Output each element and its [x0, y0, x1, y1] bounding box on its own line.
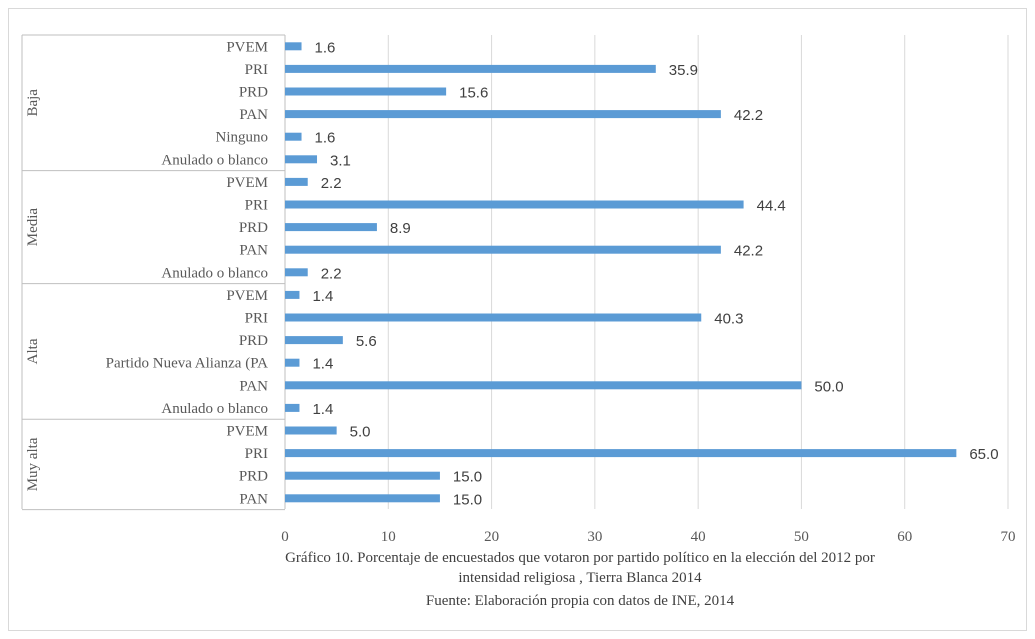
category-label: PRD	[239, 469, 268, 485]
category-label: PVEM	[226, 39, 268, 55]
bar	[285, 132, 302, 141]
category-label: PRI	[245, 446, 268, 462]
category-label: PAN	[239, 107, 268, 123]
category-label: PAN	[239, 378, 268, 394]
bar	[285, 87, 447, 96]
bar	[285, 245, 721, 254]
group-label: Baja	[25, 89, 41, 117]
category-label: PRD	[239, 333, 268, 349]
category-label: PAN	[239, 243, 268, 259]
data-label: 15.0	[453, 469, 482, 486]
category-label: PRI	[245, 62, 268, 78]
bar	[285, 110, 721, 119]
caption-line-3: Fuente: Elaboración propia con datos de …	[425, 593, 735, 609]
group-label: Media	[25, 208, 41, 247]
category-label: PRI	[245, 198, 268, 214]
bar	[285, 223, 377, 232]
data-label: 42.2	[734, 107, 763, 124]
category-label: PVEM	[226, 175, 268, 191]
data-label: 1.6	[315, 39, 336, 56]
x-tick-label: 30	[587, 529, 602, 545]
category-label: Ninguno	[216, 130, 269, 146]
bar	[285, 42, 302, 51]
bar	[285, 358, 300, 367]
category-label: PVEM	[226, 424, 268, 440]
category-label: PRI	[245, 311, 268, 327]
x-tick-label: 50	[794, 529, 809, 545]
category-label: PAN	[239, 491, 268, 507]
bar	[285, 177, 308, 186]
category-label: Anulado o blanco	[161, 152, 268, 168]
category-label: PVEM	[226, 288, 268, 304]
bar	[285, 403, 300, 412]
bar	[285, 155, 318, 164]
bar	[285, 313, 702, 322]
data-label: 2.2	[321, 265, 342, 282]
data-label: 35.9	[669, 62, 698, 79]
bar	[285, 290, 300, 299]
data-label: 5.0	[350, 424, 371, 441]
data-label: 40.3	[714, 311, 743, 328]
bar	[285, 426, 337, 435]
data-label: 8.9	[390, 220, 411, 237]
category-label: Anulado o blanco	[161, 401, 268, 417]
bar	[285, 381, 802, 390]
bar	[285, 449, 957, 458]
data-label: 3.1	[330, 152, 351, 169]
data-label: 65.0	[969, 446, 998, 463]
data-label: 44.4	[757, 198, 786, 215]
x-tick-label: 40	[691, 529, 706, 545]
x-tick-label: 10	[381, 529, 396, 545]
data-label: 2.2	[321, 175, 342, 192]
category-label: PRD	[239, 220, 268, 236]
caption-line-1: Gráfico 10. Porcentaje de encuestados qu…	[285, 550, 875, 566]
category-label: Anulado o blanco	[161, 265, 268, 281]
bar	[285, 268, 308, 277]
bar	[285, 64, 656, 73]
bar	[285, 471, 440, 480]
data-label: 5.6	[356, 333, 377, 350]
data-label: 1.4	[312, 401, 333, 418]
category-label: PRD	[239, 85, 268, 101]
x-tick-label: 0	[281, 529, 289, 545]
data-label: 15.0	[453, 491, 482, 508]
group-label: Alta	[25, 338, 41, 364]
x-tick-label: 60	[897, 529, 912, 545]
x-tick-label: 70	[1001, 529, 1016, 545]
data-label: 1.4	[312, 356, 333, 373]
caption-line-2: intensidad religiosa , Tierra Blanca 201…	[458, 570, 702, 586]
data-label: 50.0	[814, 378, 843, 395]
group-label: Muy alta	[25, 437, 41, 491]
data-label: 15.6	[459, 85, 488, 102]
data-label: 42.2	[734, 243, 763, 260]
data-label: 1.6	[315, 130, 336, 147]
bar	[285, 336, 343, 345]
bar	[285, 200, 744, 209]
x-tick-label: 20	[484, 529, 499, 545]
bar	[285, 494, 440, 503]
data-label: 1.4	[312, 288, 333, 305]
category-label: Partido Nueva Alianza (PA	[106, 356, 269, 372]
